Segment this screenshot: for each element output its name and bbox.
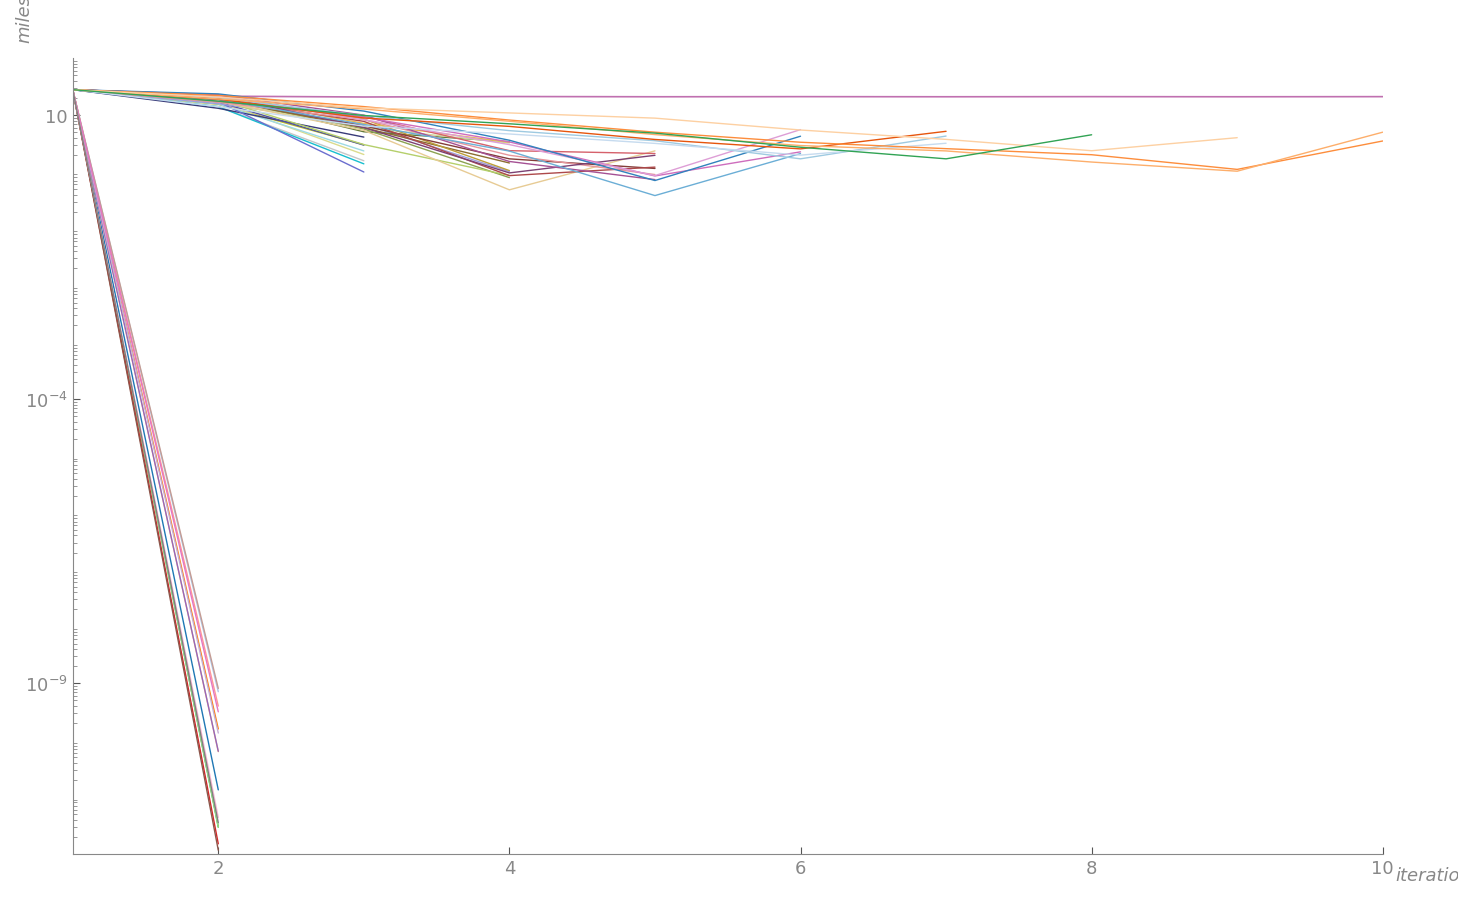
Y-axis label: miles: miles — [16, 0, 34, 43]
X-axis label: iterations: iterations — [1395, 866, 1458, 884]
